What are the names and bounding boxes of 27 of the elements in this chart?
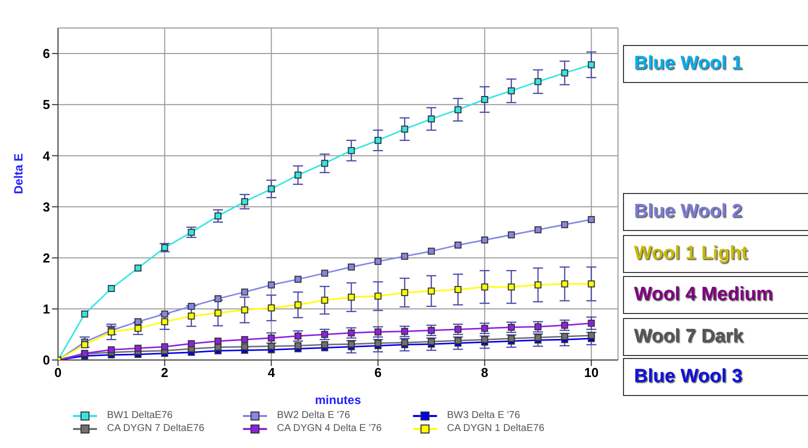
text: Blue Wool 2	[623, 193, 808, 231]
legend-label: BW1 DeltaE76	[107, 410, 173, 421]
x-axis-title: minutes	[314, 393, 362, 407]
x-tick-label: 4	[268, 365, 276, 380]
text: Blue Wool 3	[623, 358, 808, 396]
y-tick-label: 3	[42, 199, 50, 214]
x-tick-label: 6	[374, 365, 382, 380]
text: Blue Wool 1	[623, 45, 808, 83]
y-tick-label: 0	[42, 352, 50, 368]
y-tick-label: 4	[42, 148, 51, 164]
y-tick-label: 5	[42, 97, 50, 112]
legend-label: BW3 Delta E '76	[447, 410, 520, 421]
text: Wool 4 Medium	[623, 276, 808, 314]
x-tick-label: 0	[54, 365, 62, 380]
legend-label: CA DYGN 7 DeltaE76	[107, 423, 204, 434]
text: Wool 7 Dark	[623, 318, 808, 356]
x-tick-label: 10	[584, 365, 599, 380]
legend-label: CA DYGN 1 DeltaE76	[447, 423, 544, 434]
y-axis-title: Delta E	[11, 153, 26, 194]
y-tick-label: 1	[42, 302, 50, 317]
x-tick-label: 2	[161, 365, 168, 380]
legend-label: BW2 Delta E '76	[277, 410, 350, 421]
y-tick-label: 2	[42, 250, 50, 266]
text: Wool 1 Light	[623, 235, 808, 273]
x-tick-label: 8	[481, 365, 488, 380]
y-tick-label: 6	[42, 46, 50, 62]
legend-label: CA DYGN 4 Delta E '76	[277, 423, 382, 434]
